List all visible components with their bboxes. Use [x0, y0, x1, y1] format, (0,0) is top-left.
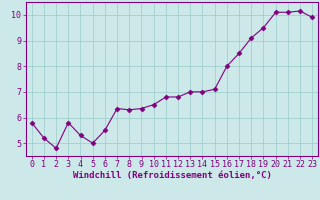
X-axis label: Windchill (Refroidissement éolien,°C): Windchill (Refroidissement éolien,°C): [73, 171, 271, 180]
